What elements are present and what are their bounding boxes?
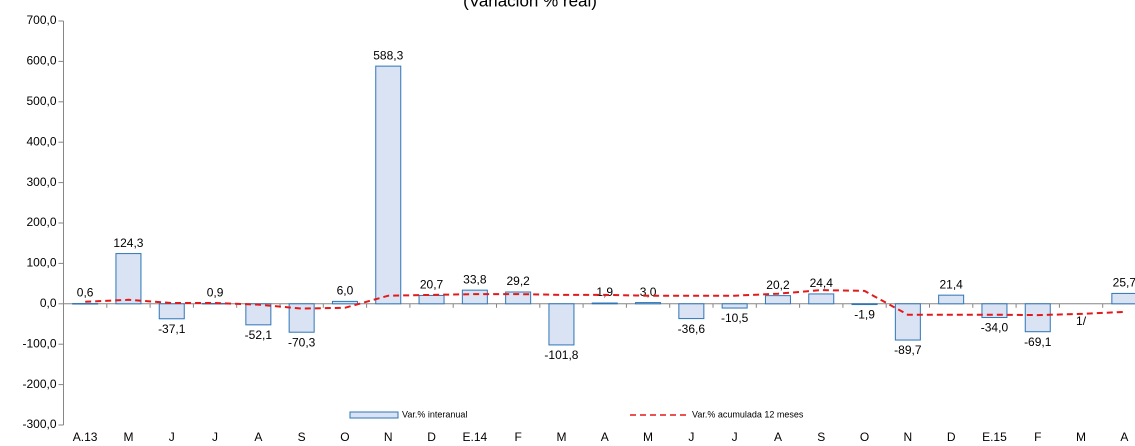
y-tick-label: 100,0 — [26, 256, 56, 270]
y-tick-label: 600,0 — [26, 54, 56, 68]
x-tick-label: J — [169, 430, 175, 444]
value-label: 1/ — [1076, 314, 1087, 328]
bar — [461, 289, 488, 305]
bar — [1024, 303, 1051, 333]
bar — [938, 294, 965, 305]
x-tick-label: F — [514, 430, 521, 444]
x-tick-label: M — [1076, 430, 1086, 444]
x-tick-label: E.14 — [463, 430, 488, 444]
x-tick-label: J — [732, 430, 738, 444]
bar — [808, 293, 835, 305]
bar — [115, 253, 142, 305]
x-tick-label: A — [774, 430, 782, 444]
value-label: 0,6 — [77, 286, 94, 300]
value-label: -69,1 — [1024, 335, 1052, 349]
x-tick-label: E.15 — [982, 430, 1007, 444]
x-tick-label: D — [427, 430, 436, 444]
y-tick-label: 300,0 — [26, 175, 56, 189]
x-tick-label: O — [860, 430, 869, 444]
y-tick-label: -200,0 — [22, 377, 56, 391]
y-tick-label: 0,0 — [40, 296, 57, 310]
value-label: 6,0 — [337, 284, 354, 298]
x-tick-label: N — [904, 430, 913, 444]
x-tick-label: M — [123, 430, 133, 444]
bar — [418, 294, 445, 305]
bar — [245, 303, 272, 326]
x-tick-label: F — [1034, 430, 1041, 444]
value-label: -89,7 — [894, 343, 922, 357]
value-label: 20,7 — [420, 278, 444, 292]
bar — [591, 302, 618, 305]
value-label: 0,9 — [207, 286, 224, 300]
value-label: -37,1 — [158, 322, 186, 336]
chart-title: (Variación % real) — [463, 0, 597, 10]
y-tick-label: 200,0 — [26, 215, 56, 229]
value-label: 33,8 — [463, 272, 487, 286]
value-label: -101,8 — [544, 348, 578, 362]
x-tick-label: O — [340, 430, 349, 444]
bar — [678, 303, 705, 320]
x-tick-label: A — [254, 430, 262, 444]
value-label: -36,6 — [678, 322, 706, 336]
value-label: -70,3 — [288, 335, 316, 349]
bar — [548, 303, 575, 346]
value-label: 21,4 — [939, 277, 963, 291]
value-label: 1,9 — [596, 285, 613, 299]
x-tick-label: S — [298, 430, 306, 444]
y-tick-label: 500,0 — [26, 94, 56, 108]
bar — [72, 303, 99, 305]
value-label: -34,0 — [981, 321, 1009, 335]
value-label: 25,7 — [1113, 276, 1135, 290]
bar — [375, 65, 402, 305]
bar — [764, 295, 791, 305]
x-tick-label: A — [601, 430, 609, 444]
value-label: 24,4 — [810, 276, 834, 290]
y-tick-label: -300,0 — [22, 417, 56, 431]
y-tick-label: 400,0 — [26, 134, 56, 148]
bar — [721, 303, 748, 309]
x-tick-label: A.13 — [73, 430, 98, 444]
value-label: 20,2 — [766, 278, 790, 292]
bar — [635, 302, 662, 305]
x-tick-label: D — [947, 430, 956, 444]
bar — [331, 300, 358, 305]
x-tick-label: M — [643, 430, 653, 444]
value-label: 29,2 — [506, 274, 530, 288]
value-label: -1,9 — [854, 308, 875, 322]
bar — [1111, 292, 1135, 305]
bar — [851, 303, 878, 306]
legend-label: Var.% acumulada 12 meses — [692, 409, 804, 419]
x-tick-label: S — [817, 430, 825, 444]
value-label: -10,5 — [721, 311, 749, 325]
bar — [981, 303, 1008, 319]
legend-label: Var.% interanual — [402, 409, 467, 419]
bar — [505, 291, 532, 305]
value-label: -52,1 — [245, 328, 273, 342]
y-tick-label: 700,0 — [26, 13, 56, 27]
x-tick-label: J — [688, 430, 694, 444]
line — [85, 289, 1125, 317]
x-tick-label: N — [384, 430, 393, 444]
x-tick-label: J — [212, 430, 218, 444]
value-label: 588,3 — [373, 48, 403, 62]
value-label: 124,3 — [113, 236, 143, 250]
bar — [158, 303, 185, 320]
x-tick-label: M — [556, 430, 566, 444]
x-tick-label: A — [1120, 430, 1128, 444]
y-tick-label: -100,0 — [22, 336, 56, 350]
legend-swatch — [349, 411, 399, 419]
